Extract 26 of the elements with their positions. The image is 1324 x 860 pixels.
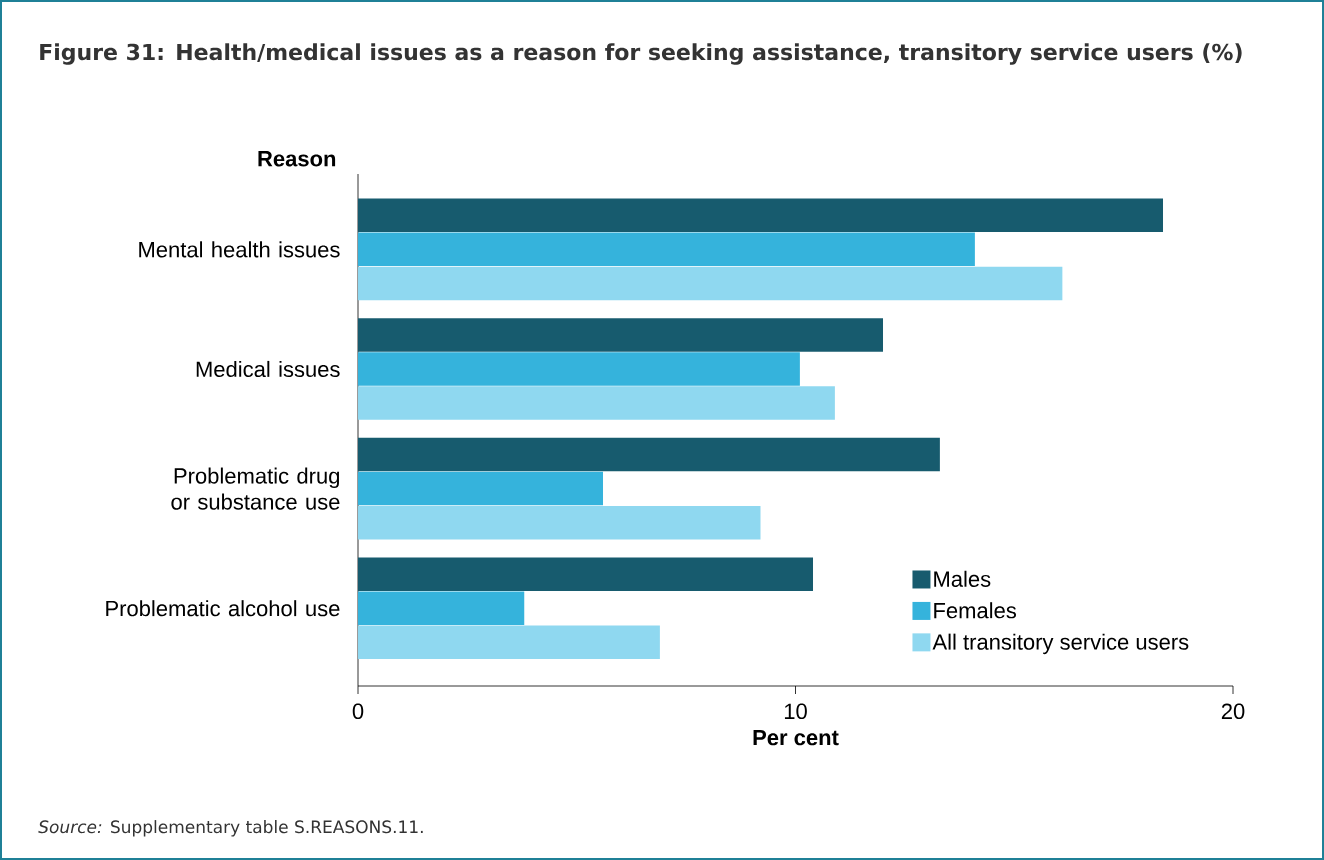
y-tick-label: Problematic alcohol use <box>106 600 340 617</box>
legend-label: Females <box>934 602 1017 619</box>
bar <box>358 318 884 352</box>
x-tick-label: 20 <box>1221 703 1245 720</box>
bar <box>358 352 800 386</box>
bar <box>358 266 1063 301</box>
x-axis-title: Per cent <box>753 729 839 746</box>
text: Source: Supplementary table S.REASONS.11. <box>38 820 423 837</box>
y-axis-title: Reason <box>258 151 336 167</box>
y-tick-label: Medical issues <box>196 360 340 378</box>
y-tick-label: Problematic drug or substance use <box>171 467 340 510</box>
bar <box>358 471 603 506</box>
legend-label: Males <box>934 570 991 587</box>
bar <box>358 557 814 591</box>
y-tick-label: Mental health issues <box>139 241 340 258</box>
legend-label: All transitory service users <box>932 633 1189 655</box>
bar <box>358 437 940 472</box>
bar <box>358 386 835 420</box>
bar <box>358 591 525 625</box>
bar <box>358 625 660 660</box>
bar <box>358 505 761 540</box>
x-tick-label: 0 <box>352 703 364 720</box>
x-tick-label: 10 <box>784 703 807 720</box>
bar <box>358 198 1164 233</box>
bar <box>358 232 975 267</box>
chart-title: Figure 31: Health/medical issues as a reason for seeking assistance, transitory service users (%) <box>40 43 1242 65</box>
